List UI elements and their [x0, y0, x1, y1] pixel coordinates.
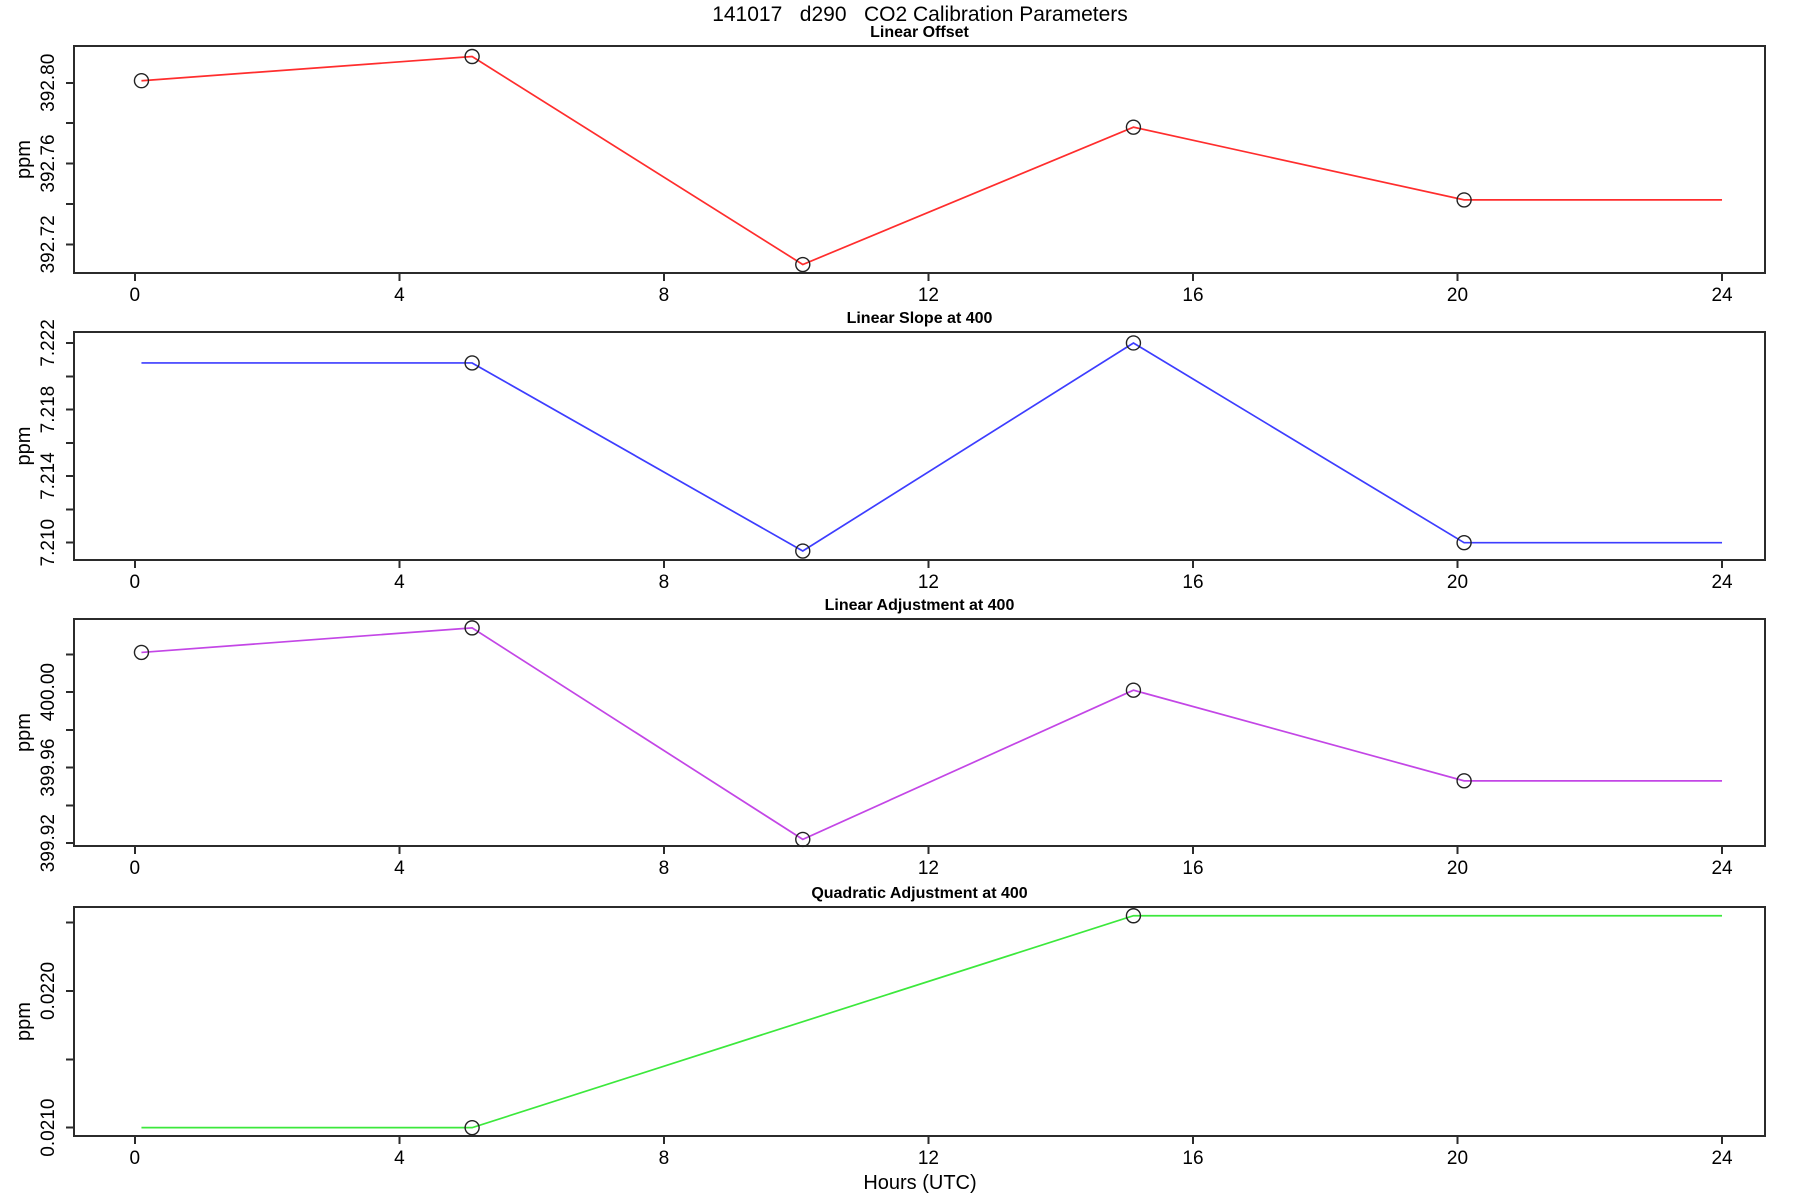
y-tick-label: 399.92 — [38, 814, 59, 872]
y-axis-label: ppm — [13, 140, 35, 179]
y-axis-label: ppm — [13, 1002, 35, 1041]
x-tick-label: 0 — [130, 858, 141, 879]
panel-title: Linear Offset — [870, 24, 969, 41]
data-point-marker — [1456, 192, 1472, 208]
series-line — [141, 627, 1723, 841]
x-tick-label: 0 — [130, 572, 141, 593]
x-tick-label: 8 — [659, 1148, 670, 1169]
y-tick-label: 0.0220 — [38, 962, 59, 1020]
y-tick-label: 392.80 — [38, 54, 59, 112]
y-tick-label: 0.0210 — [38, 1099, 59, 1157]
data-point-marker — [464, 48, 480, 65]
data-point-marker — [464, 620, 480, 636]
plot-box — [73, 906, 1766, 1137]
plot-box — [73, 331, 1766, 561]
x-tick-label: 16 — [1182, 285, 1203, 306]
x-tick-label: 24 — [1711, 285, 1733, 306]
y-tick-label: 399.96 — [38, 739, 59, 797]
x-tick-label: 8 — [659, 858, 670, 879]
x-tick-label: 20 — [1447, 1148, 1468, 1169]
series-line — [141, 55, 1723, 266]
y-tick-label: 7.210 — [38, 519, 59, 567]
x-tick-label: 20 — [1447, 285, 1468, 306]
data-point-marker — [133, 73, 150, 89]
x-axis-label: Hours (UTC) — [863, 1172, 977, 1194]
y-tick-label: 7.218 — [38, 386, 59, 434]
x-tick-label: 4 — [394, 1148, 405, 1169]
panel-linear-adjustment-at-400: Linear Adjustment at 400 0 4 8 12 16 20 24 399.9… — [13, 597, 1766, 879]
x-tick-label: 16 — [1182, 572, 1203, 593]
panel-linear-slope-at-400: Linear Slope at 400 0 4 8 12 16 20 24 7.210 7.214… — [13, 310, 1766, 593]
data-point-marker — [1125, 682, 1142, 698]
data-point-marker — [464, 355, 480, 371]
data-point-marker — [1456, 534, 1472, 551]
x-tick-label: 4 — [394, 285, 405, 306]
x-tick-label: 12 — [918, 1148, 939, 1169]
y-tick-label: 7.214 — [38, 452, 59, 500]
data-point-marker — [1125, 335, 1142, 351]
panel-title: Quadratic Adjustment at 400 — [811, 885, 1027, 902]
x-tick-label: 24 — [1711, 1148, 1733, 1169]
data-point-marker — [1125, 908, 1142, 924]
panel-title: Linear Adjustment at 400 — [825, 597, 1015, 614]
x-tick-label: 4 — [394, 572, 405, 593]
x-tick-label: 12 — [918, 285, 939, 306]
x-tick-label: 12 — [918, 572, 939, 593]
data-point-marker — [1456, 773, 1472, 789]
plot-box — [73, 618, 1766, 847]
data-point-marker — [795, 543, 811, 559]
panel-quadratic-adjustment-at-400: Quadratic Adjustment at 400 0 4 8 12 16 20 24 0.… — [13, 885, 1766, 1169]
y-tick-label: 392.76 — [38, 134, 59, 192]
data-point-marker — [1125, 119, 1142, 135]
series-line — [141, 341, 1723, 553]
series-line — [141, 914, 1723, 1129]
panel-title: Linear Slope at 400 — [847, 310, 993, 327]
x-tick-label: 0 — [130, 285, 141, 306]
data-point-marker — [133, 644, 150, 661]
data-point-marker — [464, 1119, 480, 1136]
y-tick-label: 392.72 — [38, 215, 59, 273]
x-tick-label: 24 — [1711, 858, 1733, 879]
x-tick-label: 0 — [130, 1148, 141, 1169]
x-tick-label: 20 — [1447, 572, 1468, 593]
plot-box — [73, 45, 1766, 274]
x-tick-label: 16 — [1182, 858, 1203, 879]
x-tick-label: 8 — [659, 285, 670, 306]
y-axis-label: ppm — [13, 427, 35, 466]
data-point-marker — [795, 256, 811, 273]
data-point-marker — [795, 831, 811, 848]
x-tick-label: 20 — [1447, 858, 1468, 879]
y-tick-label: 7.222 — [38, 319, 59, 367]
figure-title: 141017 d290 CO2 Calibration Parameters — [712, 3, 1128, 26]
x-tick-label: 24 — [1711, 572, 1733, 593]
y-tick-label: 400.00 — [38, 663, 59, 721]
panel-linear-offset: Linear Offset 0 4 8 12 16 20 24 392.72 392.76 392.… — [13, 24, 1766, 306]
x-tick-label: 12 — [918, 858, 939, 879]
x-tick-label: 4 — [394, 858, 405, 879]
x-tick-label: 8 — [659, 572, 670, 593]
y-axis-label: ppm — [13, 713, 35, 752]
x-tick-label: 16 — [1182, 1148, 1203, 1169]
